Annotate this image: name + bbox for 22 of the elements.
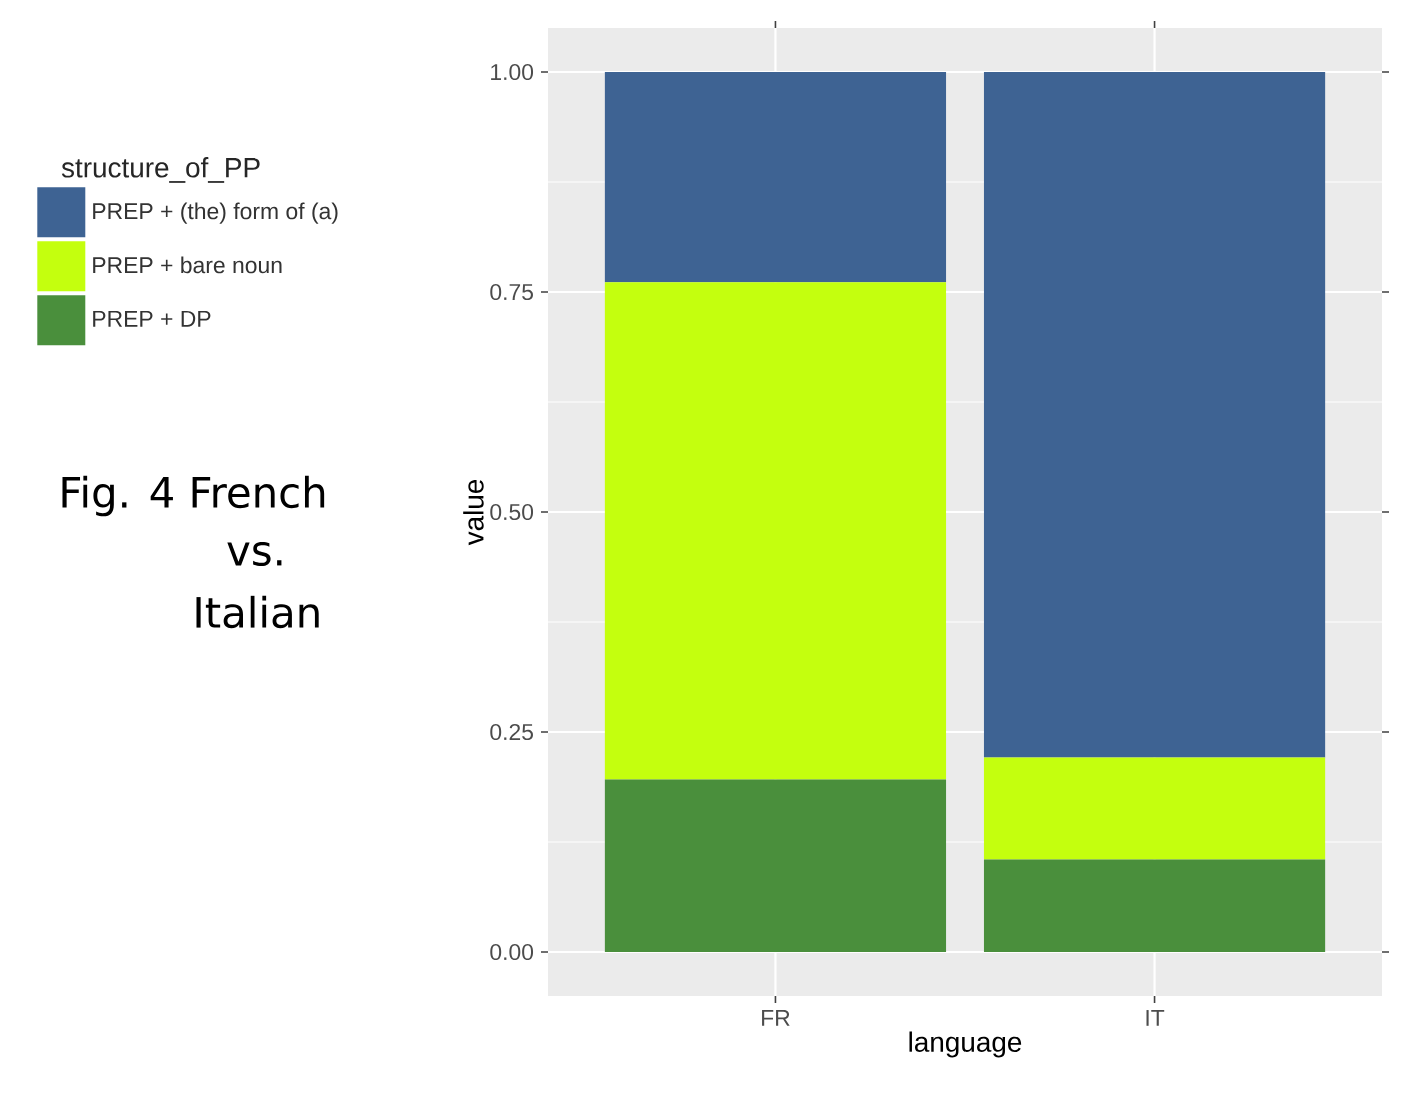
bar xyxy=(983,757,1326,860)
caption: Fig. 4 French xyxy=(62,475,325,517)
bar xyxy=(604,779,947,952)
y-axis-title: value xyxy=(463,479,484,546)
legend-label: PREP + (the) form of (a) xyxy=(93,202,338,224)
y-tick-label: 0.25 xyxy=(490,723,533,741)
bar xyxy=(604,282,947,780)
y-tick-label: 0.75 xyxy=(490,283,533,301)
legend-title: structure_of_PP xyxy=(61,157,260,183)
bar xyxy=(604,71,947,283)
text: vs. xyxy=(227,541,282,567)
bar xyxy=(983,71,1326,758)
legend-label: PREP + DP xyxy=(93,310,211,327)
x-axis-title: language xyxy=(909,1031,1022,1058)
x-tick-label: FR xyxy=(762,1010,790,1026)
legend-label: PREP + bare noun xyxy=(93,256,282,274)
text: Italian xyxy=(196,595,319,629)
y-tick-label: 0.00 xyxy=(490,943,534,961)
y-tick-label: 0.50 xyxy=(490,503,534,521)
y-tick-label: 1.00 xyxy=(491,63,534,81)
x-tick-label: IT xyxy=(1146,1010,1165,1026)
bar xyxy=(983,859,1326,952)
